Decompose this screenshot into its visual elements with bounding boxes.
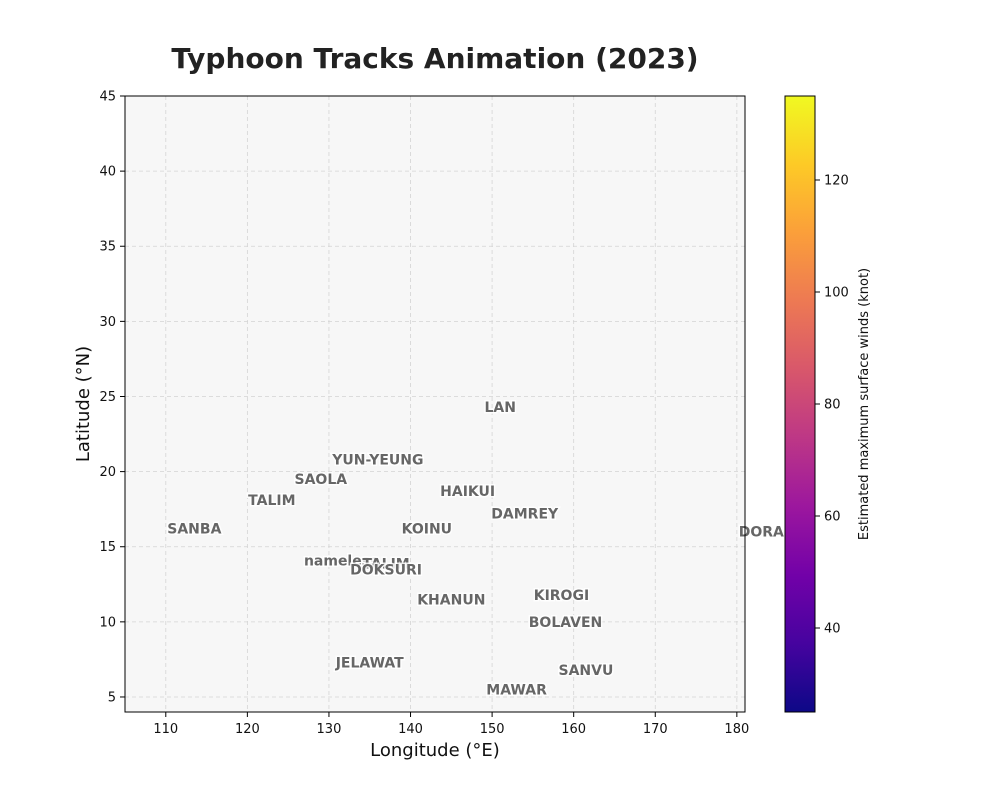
colorbar-tick-label: 60 [824,510,841,525]
x-axis-ticks: 110 120 130 140 150 160 170 180 [153,712,749,737]
storm-label-sanvu: SANVU [558,663,613,679]
storm-label-yun-yeung: YUN-YEUNG [331,453,423,469]
colorbar-label: Estimated maximum surface winds (knot) [857,268,872,540]
x-tick-label: 180 [724,722,749,737]
colorbar-tick-label: 100 [824,286,849,301]
colorbar-tick-label: 40 [824,622,841,637]
plot-area [125,96,745,712]
storm-label-kirogi: KIROGI [534,588,589,604]
colorbar-tick-label: 80 [824,398,841,413]
y-tick-label: 25 [99,390,116,405]
y-axis-label: Latitude (°N) [73,346,94,462]
colorbar [784,95,816,713]
storm-label-sanba: SANBA [167,522,221,538]
storm-label-bolaven: BOLAVEN [529,615,603,631]
y-axis-ticks: 5 10 15 20 25 30 35 40 45 [99,90,125,705]
storm-label-saola: SAOLA [295,472,348,488]
x-tick-label: 110 [153,722,178,737]
y-tick-label: 30 [99,315,116,330]
storm-label-nameless: nameless [304,553,378,569]
storm-label-talim: TALIM [248,493,295,509]
storm-labels: LAN YUN-YEUNG SAOLA HAIKUI TALIM DAMREY SANBA K… [166,399,786,700]
storm-label-jelawat: JELAWAT [335,655,404,671]
y-tick-label: 5 [108,690,116,705]
storm-label-dora: DORA [739,525,784,541]
colorbar-ticks: 40 60 80 100 120 [815,174,849,637]
y-tick-label: 10 [99,615,116,630]
y-tick-label: 40 [99,165,116,180]
y-tick-label: 20 [99,465,116,480]
chart-title: Typhoon Tracks Animation (2023) [171,42,698,75]
x-axis-label: Longitude (°E) [370,740,500,761]
plot-frame [124,95,746,713]
storm-label-haikui: HAIKUI [440,484,495,500]
x-tick-label: 150 [480,722,505,737]
storm-label-doksuri: DOKSURI [350,562,422,578]
y-tick-label: 45 [99,90,116,105]
x-tick-label: 120 [235,722,260,737]
storm-label-mawar: MAWAR [486,682,547,698]
x-tick-label: 160 [561,722,586,737]
x-tick-label: 140 [398,722,423,737]
storm-label-talim: TALIM [362,556,409,572]
x-tick-label: 170 [643,722,668,737]
y-tick-label: 35 [99,240,116,255]
storm-label-koinu: KOINU [402,522,452,538]
colorbar-tick-label: 120 [824,174,849,189]
x-tick-label: 130 [317,722,342,737]
storm-label-damrey: DAMREY [491,507,559,523]
storm-label-lan: LAN [485,400,516,416]
grid-lines [125,95,745,712]
y-tick-label: 15 [99,540,116,555]
storm-label-khanun: KHANUN [417,592,485,608]
